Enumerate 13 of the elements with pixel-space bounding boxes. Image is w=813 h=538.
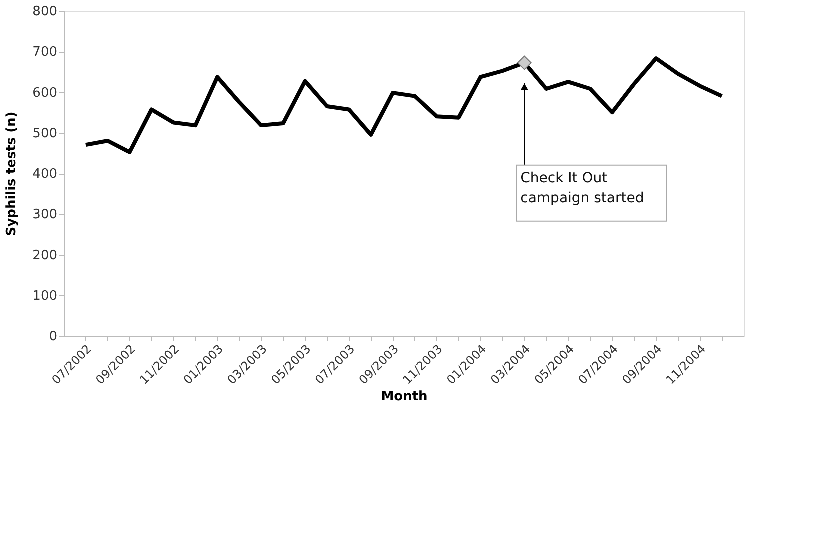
y-tick-label: 600 — [32, 86, 58, 101]
y-tick-label: 100 — [32, 288, 58, 304]
annotation: Check It Out campaign started — [520, 170, 644, 206]
y-axis-title: Syphilis tests (n) — [4, 112, 20, 236]
y-tick-label: 500 — [32, 126, 58, 142]
y-tick-label: 700 — [32, 45, 58, 60]
y-tick-label: 0 — [49, 330, 58, 344]
x-axis-title: Month — [381, 390, 428, 405]
y-tick-label: 400 — [32, 167, 58, 182]
y-tick-label: 800 — [32, 4, 58, 20]
y-tick-label: 300 — [32, 208, 58, 223]
y-tick-label: 200 — [32, 248, 58, 264]
line-series — [84, 56, 724, 154]
